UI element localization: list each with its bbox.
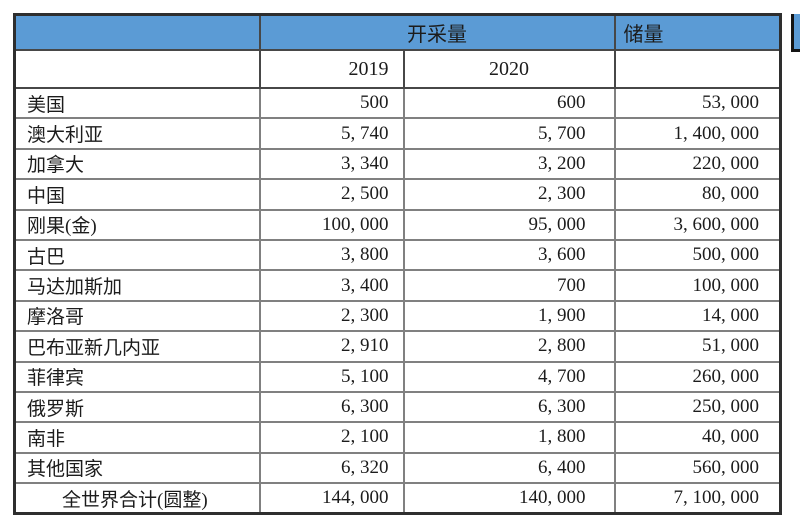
country-cell: 刚果(金) bbox=[13, 208, 261, 241]
production-2020-cell: 2, 300 bbox=[402, 178, 616, 211]
table-row: 美国 500 600 53, 000 bbox=[13, 86, 782, 120]
production-2020-cell: 5, 700 bbox=[402, 117, 616, 150]
production-2020-cell: 6, 300 bbox=[402, 390, 616, 424]
production-2019-cell: 5, 740 bbox=[258, 117, 405, 150]
country-cell: 古巴 bbox=[13, 238, 261, 272]
country-cell: 南非 bbox=[13, 421, 261, 454]
production-2020-cell: 140, 000 bbox=[402, 482, 616, 515]
reserves-cell: 40, 000 bbox=[613, 421, 782, 454]
table-row: 澳大利亚 5, 740 5, 700 1, 400, 000 bbox=[13, 117, 782, 150]
table-body: 美国 500 600 53, 000 澳大利亚 5, 740 5, 700 1,… bbox=[13, 86, 782, 515]
table-row: 其他国家 6, 320 6, 400 560, 000 bbox=[13, 451, 782, 485]
country-cell: 中国 bbox=[13, 178, 261, 211]
country-cell: 摩洛哥 bbox=[13, 299, 261, 333]
reserves-cell: 7, 100, 000 bbox=[613, 482, 782, 515]
table-row: 菲律宾 5, 100 4, 700 260, 000 bbox=[13, 360, 782, 393]
table-row: 巴布亚新几内亚 2, 910 2, 800 51, 000 bbox=[13, 330, 782, 363]
production-2019-cell: 3, 340 bbox=[258, 147, 405, 181]
header-reserves-label: 储量 bbox=[613, 13, 782, 51]
reserves-cell: 3, 600, 000 bbox=[613, 208, 782, 241]
production-2019-cell: 5, 100 bbox=[258, 360, 405, 393]
production-2019-cell: 2, 500 bbox=[258, 178, 405, 211]
production-2019-cell: 100, 000 bbox=[258, 208, 405, 241]
country-cell: 加拿大 bbox=[13, 147, 261, 181]
header-production-label: 开采量 bbox=[258, 13, 616, 51]
production-2020-cell: 1, 900 bbox=[402, 299, 616, 333]
production-2019-cell: 144, 000 bbox=[258, 482, 405, 515]
table-row: 南非 2, 100 1, 800 40, 000 bbox=[13, 421, 782, 454]
production-2020-cell: 700 bbox=[402, 269, 616, 302]
production-2020-cell: 3, 600 bbox=[402, 238, 616, 272]
country-cell: 澳大利亚 bbox=[13, 117, 261, 150]
year-row-empty-cell bbox=[13, 49, 261, 89]
production-2019-cell: 2, 910 bbox=[258, 330, 405, 363]
production-2020-cell: 2, 800 bbox=[402, 330, 616, 363]
reserves-cell: 1, 400, 000 bbox=[613, 117, 782, 150]
table-header-row: 开采量 储量 bbox=[13, 13, 782, 51]
production-2020-cell: 600 bbox=[402, 86, 616, 120]
table-row: 刚果(金) 100, 000 95, 000 3, 600, 000 bbox=[13, 208, 782, 241]
table-row: 古巴 3, 800 3, 600 500, 000 bbox=[13, 238, 782, 272]
year-2019-label: 2019 bbox=[258, 49, 405, 89]
production-2020-cell: 4, 700 bbox=[402, 360, 616, 393]
production-2019-cell: 2, 100 bbox=[258, 421, 405, 454]
country-cell: 菲律宾 bbox=[13, 360, 261, 393]
adjacent-table-corner-fragment bbox=[791, 14, 800, 52]
production-2019-cell: 3, 800 bbox=[258, 238, 405, 272]
table-row: 俄罗斯 6, 300 6, 300 250, 000 bbox=[13, 390, 782, 424]
production-2019-cell: 2, 300 bbox=[258, 299, 405, 333]
country-cell: 全世界合计(圆整) bbox=[13, 482, 261, 515]
table-row: 加拿大 3, 340 3, 200 220, 000 bbox=[13, 147, 782, 181]
country-cell: 巴布亚新几内亚 bbox=[13, 330, 261, 363]
production-2019-cell: 500 bbox=[258, 86, 405, 120]
reserves-cell: 500, 000 bbox=[613, 238, 782, 272]
reserves-cell: 560, 000 bbox=[613, 451, 782, 485]
production-2020-cell: 95, 000 bbox=[402, 208, 616, 241]
country-cell: 俄罗斯 bbox=[13, 390, 261, 424]
table-row: 中国 2, 500 2, 300 80, 000 bbox=[13, 178, 782, 211]
reserves-cell: 80, 000 bbox=[613, 178, 782, 211]
reserves-cell: 100, 000 bbox=[613, 269, 782, 302]
table-year-row: 2019 2020 bbox=[13, 49, 782, 89]
production-reserves-table: 开采量 储量 2019 2020 美国 500 600 53, 000 澳大利亚… bbox=[13, 13, 782, 516]
production-2019-cell: 6, 320 bbox=[258, 451, 405, 485]
reserves-cell: 260, 000 bbox=[613, 360, 782, 393]
country-cell: 其他国家 bbox=[13, 451, 261, 485]
production-2020-cell: 1, 800 bbox=[402, 421, 616, 454]
production-2019-cell: 3, 400 bbox=[258, 269, 405, 302]
table-row: 马达加斯加 3, 400 700 100, 000 bbox=[13, 269, 782, 302]
production-2020-cell: 6, 400 bbox=[402, 451, 616, 485]
production-2019-cell: 6, 300 bbox=[258, 390, 405, 424]
country-cell: 马达加斯加 bbox=[13, 269, 261, 302]
reserves-cell: 14, 000 bbox=[613, 299, 782, 333]
reserves-cell: 53, 000 bbox=[613, 86, 782, 120]
table-row: 全世界合计(圆整) 144, 000 140, 000 7, 100, 000 bbox=[13, 482, 782, 515]
table-row: 摩洛哥 2, 300 1, 900 14, 000 bbox=[13, 299, 782, 333]
reserves-cell: 250, 000 bbox=[613, 390, 782, 424]
reserves-cell: 220, 000 bbox=[613, 147, 782, 181]
country-cell: 美国 bbox=[13, 86, 261, 120]
year-2020-label: 2020 bbox=[402, 49, 616, 89]
production-2020-cell: 3, 200 bbox=[402, 147, 616, 181]
reserves-cell: 51, 000 bbox=[613, 330, 782, 363]
header-empty-cell bbox=[13, 13, 261, 51]
year-row-reserves-empty-cell bbox=[613, 49, 782, 89]
